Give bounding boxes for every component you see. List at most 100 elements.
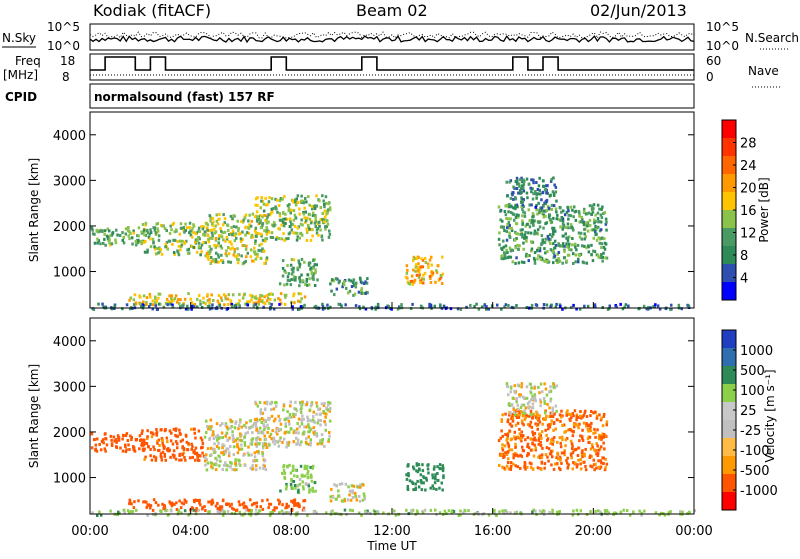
heatmap-cell xyxy=(521,203,524,207)
heatmap-cell xyxy=(583,452,586,456)
heatmap-cell xyxy=(307,195,310,199)
heatmap-cell xyxy=(501,413,504,417)
heatmap-cell xyxy=(256,404,260,408)
heatmap-cell xyxy=(688,510,691,514)
heatmap-cell xyxy=(519,228,523,232)
heatmap-cell xyxy=(556,452,559,456)
heatmap-cell xyxy=(258,243,261,247)
heatmap-cell xyxy=(227,293,230,297)
heatmap-cell xyxy=(136,234,139,238)
heatmap-cell xyxy=(282,408,285,412)
heatmap-cell xyxy=(566,239,570,243)
heatmap-cell xyxy=(523,236,526,240)
heatmap-cell xyxy=(539,404,542,408)
heatmap-cell xyxy=(543,411,547,415)
heatmap-cell xyxy=(530,425,534,429)
heatmap-cell xyxy=(302,201,305,205)
heatmap-cell xyxy=(543,418,546,421)
heatmap-cell xyxy=(287,504,290,508)
heatmap-cell xyxy=(169,302,172,306)
heatmap-cell xyxy=(195,250,199,254)
heatmap-cell xyxy=(407,474,410,478)
heatmap-cell xyxy=(521,448,525,452)
heatmap-cell xyxy=(166,440,169,444)
heatmap-cell xyxy=(142,228,146,232)
heatmap-cell xyxy=(192,245,195,249)
heatmap-cell xyxy=(588,435,592,439)
heatmap-cell xyxy=(171,242,174,246)
heatmap-cell xyxy=(319,441,322,445)
heatmap-cell xyxy=(421,469,425,473)
heatmap-cell xyxy=(245,225,248,229)
heatmap-cell xyxy=(234,463,238,467)
heatmap-cell xyxy=(220,253,223,257)
heatmap-cell xyxy=(547,447,551,451)
heatmap-cell xyxy=(359,483,362,487)
heatmap-cell xyxy=(640,513,643,517)
heatmap-cell xyxy=(566,465,570,469)
heatmap-cell xyxy=(349,498,353,502)
heatmap-cell xyxy=(320,442,324,446)
heatmap-cell xyxy=(240,254,243,258)
nsky-series xyxy=(89,35,695,44)
heatmap-cell xyxy=(560,409,563,413)
heatmap-cell xyxy=(475,302,478,306)
heatmap-cell xyxy=(551,409,555,413)
heatmap-cell xyxy=(260,417,264,420)
heatmap-cell xyxy=(551,190,555,194)
heatmap-cell xyxy=(415,257,418,261)
heatmap-cell xyxy=(278,214,282,218)
heatmap-cell xyxy=(175,427,178,431)
heatmap-cell xyxy=(292,231,295,235)
heatmap-cell xyxy=(561,414,564,418)
heatmap-cell xyxy=(441,272,445,276)
heatmap-cell xyxy=(556,261,559,264)
heatmap-cell xyxy=(208,304,211,308)
heatmap-cell xyxy=(562,423,566,427)
heatmap-cell xyxy=(509,386,513,390)
heatmap-cell xyxy=(599,459,603,463)
heatmap-cell xyxy=(313,207,317,210)
heatmap-cell xyxy=(326,211,329,215)
heatmap-cell xyxy=(582,210,586,214)
heatmap-cell xyxy=(290,478,293,481)
heatmap-cell xyxy=(421,281,425,285)
heatmap-cell xyxy=(277,237,281,240)
heatmap-cell xyxy=(577,446,580,450)
heatmap-cell xyxy=(174,294,178,298)
heatmap-cell xyxy=(425,478,428,482)
heatmap-cell xyxy=(296,475,299,478)
heatmap-cell xyxy=(244,464,247,467)
heatmap-cell xyxy=(519,453,522,457)
ytick-label: 2000 xyxy=(53,220,86,235)
heatmap-cell xyxy=(572,430,575,433)
heatmap-cell xyxy=(512,410,516,414)
heatmap-cell xyxy=(308,277,311,281)
heatmap-cell xyxy=(326,303,329,307)
heatmap-cell xyxy=(311,207,314,211)
heatmap-cell xyxy=(344,303,347,307)
heatmap-cell xyxy=(99,448,103,452)
heatmap-cell xyxy=(301,485,305,489)
heatmap-cell xyxy=(568,428,571,432)
heatmap-cell xyxy=(322,404,326,407)
heatmap-cell xyxy=(554,244,558,247)
heatmap-cell xyxy=(226,438,229,442)
heatmap-cell xyxy=(534,303,538,307)
heatmap-cell xyxy=(249,498,252,502)
heatmap-cell xyxy=(530,190,533,194)
heatmap-cell xyxy=(102,441,105,445)
heatmap-cell xyxy=(242,506,246,510)
heatmap-cell xyxy=(552,382,555,386)
heatmap-cell xyxy=(197,226,201,230)
heatmap-cell xyxy=(207,254,210,258)
colorbar-segment xyxy=(722,138,736,156)
heatmap-cell xyxy=(206,447,210,451)
heatmap-cell xyxy=(290,267,294,271)
heatmap-cell xyxy=(267,426,270,430)
heatmap-cell xyxy=(521,395,525,399)
heatmap-cell xyxy=(287,443,290,447)
heatmap-cell xyxy=(518,413,521,417)
heatmap-cell xyxy=(533,190,537,194)
heatmap-cell xyxy=(509,255,512,259)
